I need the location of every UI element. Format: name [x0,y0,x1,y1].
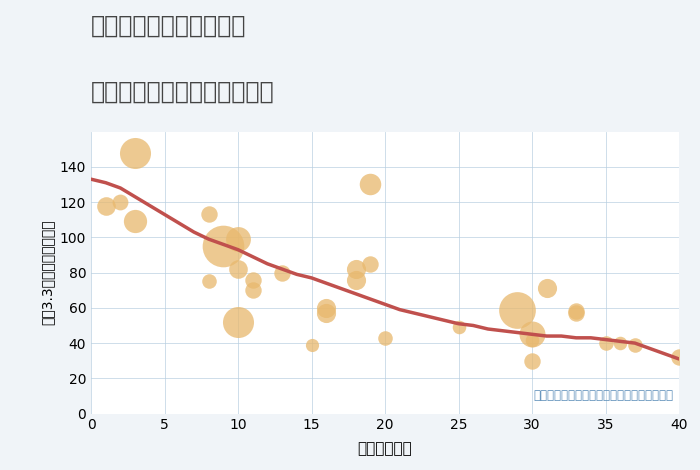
Point [629,341,641,349]
Point [203,211,214,218]
Point [365,260,376,267]
Point [526,330,538,338]
Text: 奈良県奈良市小太郎町の: 奈良県奈良市小太郎町の [91,14,246,38]
Point [541,285,552,292]
Point [570,307,582,315]
Point [306,341,317,349]
Point [526,357,538,365]
Point [512,306,523,313]
Y-axis label: 坪（3.3㎡）単価（万円）: 坪（3.3㎡）単価（万円） [40,220,54,325]
Point [379,334,391,342]
Point [350,276,361,283]
Point [232,318,244,326]
Point [615,339,626,347]
Point [100,202,111,210]
Point [526,336,538,343]
Point [350,265,361,273]
Point [453,323,464,331]
Text: 築年数別中古マンション価格: 築年数別中古マンション価格 [91,80,274,104]
X-axis label: 築年数（年）: 築年数（年） [358,441,412,456]
Point [247,276,258,283]
Point [600,339,611,347]
Point [130,218,141,225]
Point [570,309,582,317]
Point [365,180,376,188]
Point [673,353,685,361]
Point [247,286,258,294]
Point [232,265,244,273]
Point [321,309,332,317]
Point [232,235,244,243]
Point [130,149,141,157]
Point [218,243,229,250]
Point [276,269,288,276]
Point [321,304,332,312]
Point [115,198,126,206]
Point [203,278,214,285]
Text: 円の大きさは、取引のあった物件面積を示す: 円の大きさは、取引のあった物件面積を示す [533,389,673,402]
